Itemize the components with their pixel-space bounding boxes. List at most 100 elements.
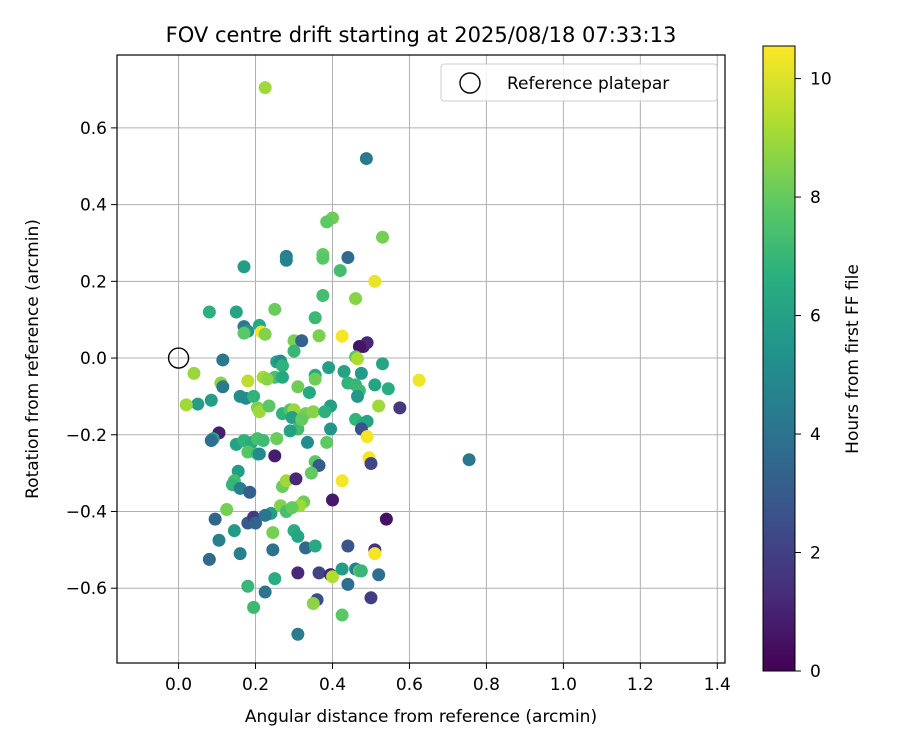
data-point [252, 447, 266, 461]
data-point [279, 474, 293, 488]
data-point [191, 397, 205, 411]
data-point [341, 251, 355, 265]
colorbar-tick-label: 6 [810, 307, 821, 327]
data-point [227, 524, 241, 538]
data-point [256, 434, 270, 448]
data-point [318, 405, 332, 419]
data-point [291, 627, 305, 641]
data-point [337, 364, 351, 378]
y-tick-label: −0.2 [66, 426, 107, 446]
x-tick-label: 0.0 [165, 675, 192, 695]
data-point [229, 305, 243, 319]
y-tick-label: −0.4 [66, 502, 107, 522]
data-point [262, 399, 276, 413]
colorbar-tick-label: 0 [810, 662, 821, 682]
y-tick-label: 0.4 [80, 196, 107, 216]
y-axis-ticks: −0.6 −0.4 −0.2 0.0 0.2 0.4 0.6 [66, 119, 117, 599]
data-point [360, 430, 374, 444]
data-point [354, 366, 368, 380]
colorbar-tick-label: 10 [810, 70, 832, 90]
data-point [364, 591, 378, 605]
data-point [247, 600, 261, 614]
data-point [376, 357, 390, 371]
data-point [306, 405, 320, 419]
data-point [300, 435, 314, 449]
data-point [325, 570, 339, 584]
data-point [368, 547, 382, 561]
data-point [335, 474, 349, 488]
data-point [320, 435, 334, 449]
colorbar-tick-label: 4 [810, 425, 821, 445]
data-point [204, 434, 218, 448]
data-point [316, 289, 330, 303]
y-tick-label: 0.2 [80, 272, 107, 292]
y-axis-label: Rotation from reference (arcmin) [23, 219, 43, 499]
data-point [368, 274, 382, 288]
data-point [352, 340, 366, 354]
data-point [202, 552, 216, 566]
data-point [241, 374, 255, 388]
data-point [316, 251, 330, 265]
x-tick-label: 1.4 [704, 675, 731, 695]
data-point [285, 410, 299, 424]
legend-reference-marker [459, 72, 481, 94]
data-point [354, 564, 368, 578]
reference-platepar-marker [167, 347, 190, 369]
data-point [302, 386, 316, 400]
data-point [247, 389, 261, 403]
data-point [335, 608, 349, 622]
data-point [285, 501, 299, 515]
x-tick-label: 0.8 [473, 675, 500, 695]
data-point [359, 152, 373, 166]
data-point [179, 398, 193, 412]
x-axis-ticks: 0.0 0.2 0.4 0.6 0.8 1.0 1.2 1.4 [165, 663, 731, 695]
data-point [289, 472, 303, 486]
data-point [283, 424, 297, 438]
data-point [376, 230, 390, 244]
data-point [322, 361, 336, 375]
data-point [268, 302, 282, 316]
data-point [349, 292, 363, 306]
y-tick-label: 0.6 [80, 119, 107, 139]
data-point [249, 516, 263, 530]
data-point [268, 449, 282, 463]
data-point [308, 311, 322, 325]
colorbar-gradient [762, 45, 796, 672]
data-point [216, 353, 230, 367]
chart-title: FOV centre drift starting at 2025/08/18 … [166, 23, 677, 47]
x-tick-label: 0.2 [242, 675, 269, 695]
colorbar-tick-label: 2 [810, 544, 821, 564]
data-point [462, 453, 476, 467]
data-point [212, 533, 226, 547]
x-tick-label: 0.6 [396, 675, 423, 695]
data-point [258, 327, 272, 341]
data-point [258, 508, 272, 522]
data-point [351, 352, 365, 366]
data-point [233, 547, 247, 561]
colorbar-label: Hours from first FF file [843, 264, 863, 454]
data-point [291, 566, 305, 580]
x-tick-label: 1.0 [550, 675, 577, 695]
data-point [312, 566, 326, 580]
data-point [335, 329, 349, 343]
colorbar-tick-label: 8 [810, 188, 821, 208]
data-point [291, 380, 305, 394]
data-point [320, 215, 334, 229]
y-tick-label: −0.6 [66, 579, 107, 599]
data-point [381, 382, 395, 396]
grid-lines [117, 55, 725, 663]
legend: Reference platepar [440, 63, 718, 102]
plot-frame [116, 54, 726, 664]
data-point [335, 562, 349, 576]
data-point [393, 401, 407, 415]
data-point [306, 597, 320, 611]
data-point [275, 370, 289, 384]
data-point [237, 326, 251, 340]
data-point [341, 577, 355, 591]
data-point [202, 305, 216, 319]
data-point [208, 512, 222, 526]
data-point [258, 81, 272, 95]
data-point [237, 260, 251, 274]
data-point [312, 329, 326, 343]
